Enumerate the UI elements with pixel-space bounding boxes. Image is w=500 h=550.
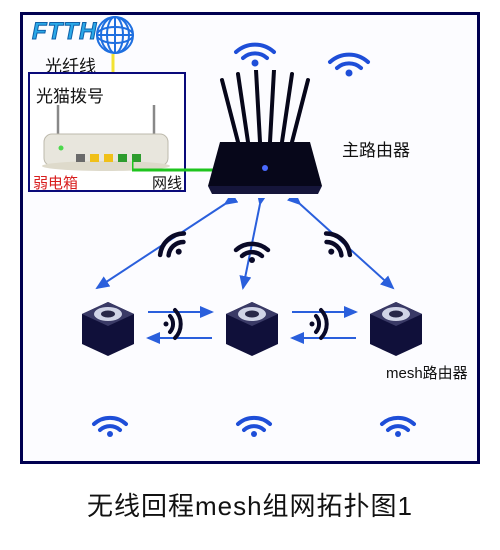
mesh-node-icon bbox=[220, 300, 284, 358]
weakbox-label: 弱电箱 bbox=[33, 172, 78, 193]
wifi-icon bbox=[326, 40, 372, 78]
wifi-icon bbox=[378, 404, 418, 438]
main-router-label: 主路由器 bbox=[342, 136, 410, 161]
wifi-icon bbox=[309, 307, 337, 341]
wifi-icon bbox=[232, 30, 278, 68]
globe-icon bbox=[94, 14, 136, 56]
wifi-icon bbox=[90, 404, 130, 438]
wifi-icon bbox=[163, 307, 191, 341]
ftth-label: FTTH bbox=[32, 18, 97, 46]
mesh-node-icon bbox=[364, 300, 428, 358]
diagram-caption: 无线回程mesh组网拓扑图1 bbox=[0, 486, 500, 523]
wifi-icon bbox=[232, 230, 272, 264]
wifi-icon bbox=[234, 404, 274, 438]
mesh-node-icon bbox=[76, 300, 140, 358]
ethernet-label: 网线 bbox=[152, 172, 182, 193]
main-router-icon bbox=[200, 70, 330, 200]
mesh-router-label: mesh路由器 bbox=[386, 362, 468, 383]
